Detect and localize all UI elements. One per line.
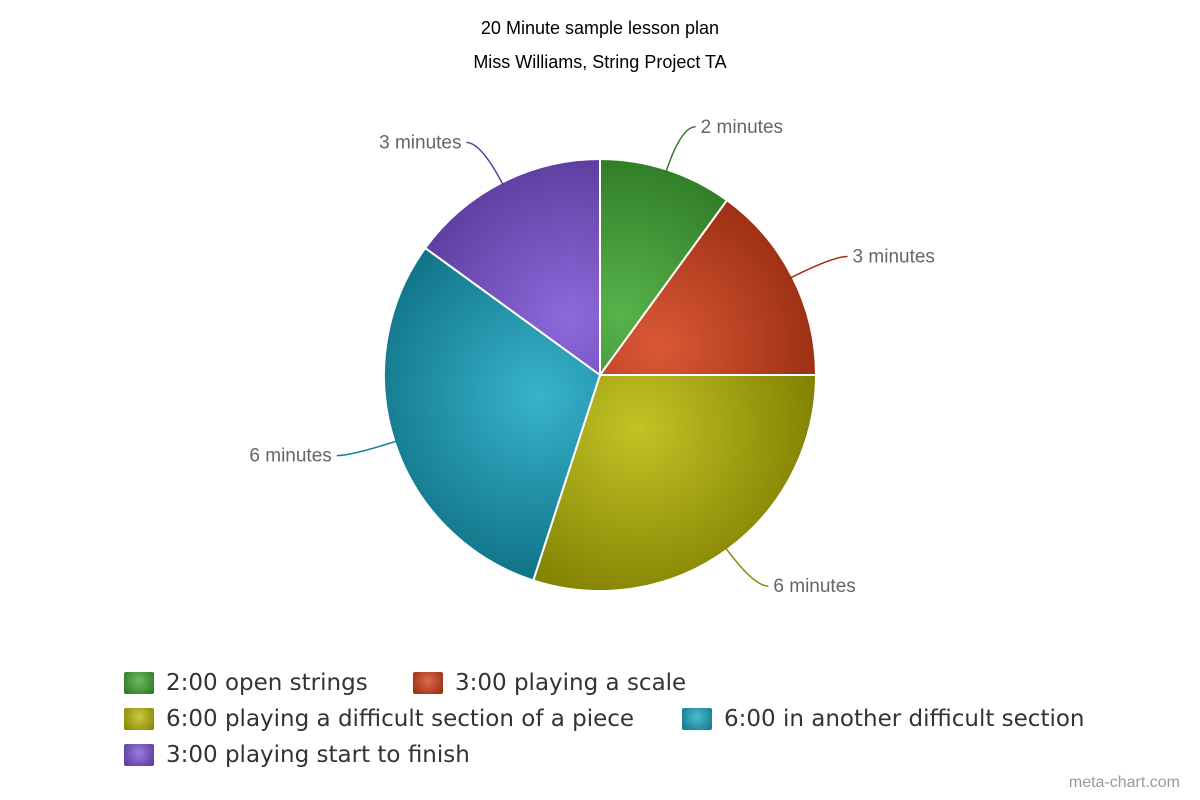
legend-item[interactable]: 3:00 playing a scale xyxy=(413,670,686,696)
data-label: 6 minutes xyxy=(249,446,331,467)
legend-item[interactable]: 2:00 open strings xyxy=(124,670,368,696)
legend-label: 2:00 open strings xyxy=(166,670,368,696)
legend-swatch xyxy=(124,708,154,730)
legend-item[interactable]: 3:00 playing start to finish xyxy=(124,742,470,768)
data-label: 2 minutes xyxy=(701,117,783,138)
data-label-connector xyxy=(723,545,769,587)
data-label-connector xyxy=(466,141,505,188)
legend-item[interactable]: 6:00 playing a difficult section of a pi… xyxy=(124,706,634,732)
chart-subtitle: Miss Williams, String Project TA xyxy=(473,52,727,72)
data-label-connector xyxy=(664,126,696,175)
legend-label: 3:00 playing a scale xyxy=(455,670,687,696)
data-label-connector xyxy=(787,255,848,280)
legend-label: 6:00 playing a difficult section of a pi… xyxy=(166,706,635,732)
data-label: 3 minutes xyxy=(853,247,935,268)
legend-label: 3:00 playing start to finish xyxy=(166,742,470,768)
chart-title: 20 Minute sample lesson plan xyxy=(480,18,720,38)
data-label: 3 minutes xyxy=(379,132,461,153)
legend-item[interactable]: 6:00 in another difficult section xyxy=(682,706,1085,732)
data-label-connector xyxy=(336,439,400,457)
legend-swatch xyxy=(124,744,154,766)
legend-swatch xyxy=(682,708,712,730)
legend-label: 6:00 in another difficult section xyxy=(724,706,1085,732)
data-label: 6 minutes xyxy=(773,576,855,597)
legend-swatch xyxy=(413,672,443,694)
credit-link[interactable]: meta-chart.com xyxy=(1068,774,1180,791)
legend-swatch xyxy=(124,672,154,694)
